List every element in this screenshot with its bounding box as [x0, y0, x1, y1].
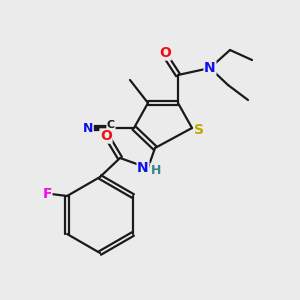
Text: S: S [194, 123, 204, 137]
Text: F: F [42, 187, 52, 201]
Text: H: H [151, 164, 161, 176]
Text: O: O [159, 46, 171, 60]
Text: C: C [107, 120, 115, 130]
Text: N: N [204, 61, 216, 75]
Text: N: N [83, 122, 93, 134]
Text: N: N [137, 161, 149, 175]
Text: O: O [100, 129, 112, 143]
